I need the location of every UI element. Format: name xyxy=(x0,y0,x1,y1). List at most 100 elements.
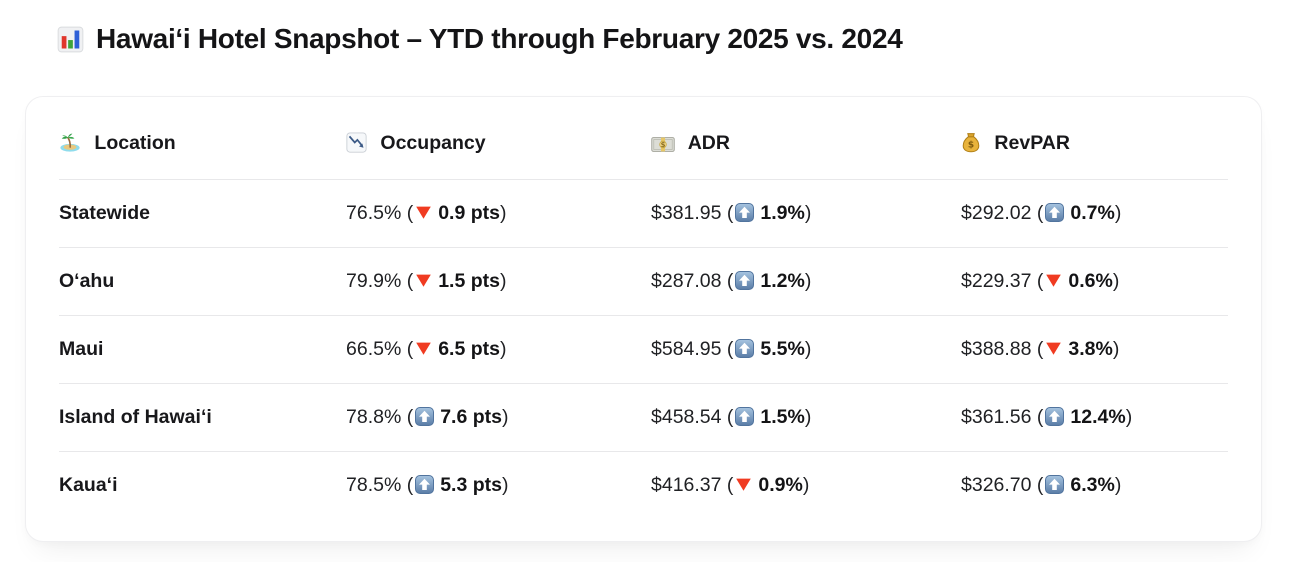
metric-change: 3.8% xyxy=(1068,338,1113,360)
column-label: Occupancy xyxy=(380,131,486,154)
metric-prefix: 66.5% ( xyxy=(346,338,414,360)
up-icon xyxy=(1045,406,1065,429)
up-icon xyxy=(415,474,435,497)
occupancy-cell: 78.5% ( 5.3 pts) xyxy=(346,452,651,520)
bar-chart-icon xyxy=(57,26,84,53)
up-icon xyxy=(415,406,435,429)
up-icon xyxy=(735,270,755,293)
metric-prefix: $381.95 ( xyxy=(651,202,734,224)
metric-prefix: $388.88 ( xyxy=(961,338,1044,360)
metric-prefix: 78.5% ( xyxy=(346,474,414,496)
table-row: Statewide 76.5% (0.9 pts) $381.95 (1.9%) $2… xyxy=(59,179,1228,248)
page-title: Hawai‘i Hotel Snapshot – YTD through Feb… xyxy=(57,22,1292,56)
up-icon xyxy=(1045,202,1065,225)
table-body: Statewide 76.5% (0.9 pts) $381.95 (1.9%) $2… xyxy=(59,179,1228,520)
column-header-adr: $ ADR xyxy=(651,97,961,180)
metric-change: 6.3% xyxy=(1070,474,1115,496)
hotel-stats-table: Location Occupancy $ ADR $ RevPAR xyxy=(59,97,1228,519)
occupancy-cell: 78.8% ( 7.6 pts) xyxy=(346,383,651,452)
metric-change: 6.5 pts xyxy=(438,338,500,360)
metric-suffix: ) xyxy=(1125,406,1133,428)
metric-change: 1.5 pts xyxy=(438,270,500,292)
revpar-cell: $361.56 ( 12.4%) xyxy=(961,383,1228,452)
metric-suffix: ) xyxy=(499,270,507,292)
metric-change: 1.9% xyxy=(760,202,805,224)
up-icon xyxy=(735,202,755,225)
up-icon xyxy=(1045,474,1065,497)
down-icon xyxy=(1045,270,1062,293)
metric-suffix: ) xyxy=(804,338,812,360)
metric-suffix: ) xyxy=(804,202,812,224)
metric-prefix: 79.9% ( xyxy=(346,270,414,292)
metric-suffix: ) xyxy=(1114,202,1122,224)
metric-suffix: ) xyxy=(501,474,509,496)
page-title-text: Hawai‘i Hotel Snapshot – YTD through Feb… xyxy=(96,23,903,54)
desert-island-icon xyxy=(59,131,81,159)
metric-prefix: 78.8% ( xyxy=(346,406,414,428)
revpar-cell: $326.70 ( 6.3%) xyxy=(961,452,1228,520)
adr-cell: $381.95 ( 1.9%) xyxy=(651,179,961,248)
location-cell: Island of Hawai‘i xyxy=(59,383,346,452)
table-row: Kaua‘i 78.5% (5.3 pts) $416.37 (0.9%) $326.… xyxy=(59,452,1228,520)
revpar-cell: $292.02 ( 0.7%) xyxy=(961,179,1228,248)
metric-suffix: ) xyxy=(804,406,812,428)
metric-prefix: $416.37 ( xyxy=(651,474,734,496)
dollar-banknote-icon: $ xyxy=(651,136,675,159)
occupancy-cell: 79.9% ( 1.5 pts) xyxy=(346,247,651,316)
chart-decreasing-icon xyxy=(346,131,367,159)
location-cell: Statewide xyxy=(59,179,346,248)
metric-change: 0.6% xyxy=(1068,270,1113,292)
metric-suffix: ) xyxy=(1114,474,1122,496)
metric-suffix: ) xyxy=(501,406,509,428)
column-label: Location xyxy=(94,132,176,154)
metric-suffix: ) xyxy=(499,338,507,360)
metric-suffix: ) xyxy=(802,474,810,496)
revpar-cell: $388.88 ( 3.8%) xyxy=(961,315,1228,384)
metric-prefix: $292.02 ( xyxy=(961,202,1044,224)
table-row: Maui 66.5% (6.5 pts) $584.95 (5.5%) $388.88… xyxy=(59,315,1228,384)
adr-cell: $287.08 ( 1.2%) xyxy=(651,247,961,316)
adr-cell: $458.54 ( 1.5%) xyxy=(651,383,961,452)
metric-change: 0.9 pts xyxy=(438,202,500,224)
location-cell: O‘ahu xyxy=(59,247,346,316)
up-icon xyxy=(735,338,755,361)
down-icon xyxy=(415,202,432,225)
adr-cell: $584.95 (5.5%) xyxy=(651,315,961,384)
column-header-location: Location xyxy=(59,97,346,180)
metric-prefix: $458.54 ( xyxy=(651,406,734,428)
metric-change: 7.6 pts xyxy=(440,406,502,428)
down-icon xyxy=(735,474,752,497)
table-row: O‘ahu 79.9% ( 1.5 pts) $287.08 ( 1.2%) $229.3… xyxy=(59,247,1228,316)
down-icon xyxy=(415,338,432,361)
metric-prefix: 76.5% ( xyxy=(346,202,414,224)
column-header-revpar: $ RevPAR xyxy=(961,97,1228,180)
metric-suffix: ) xyxy=(499,202,507,224)
table-row: Island of Hawai‘i 78.8% (7.6 pts) $458.54 … xyxy=(59,383,1228,452)
money-bag-icon: $ xyxy=(961,131,981,159)
metric-suffix: ) xyxy=(1112,338,1120,360)
table-card: Location Occupancy $ ADR $ RevPAR xyxy=(25,96,1262,542)
page: Hawai‘i Hotel Snapshot – YTD through Feb… xyxy=(0,22,1292,562)
down-icon xyxy=(415,270,432,293)
metric-change: 0.7% xyxy=(1070,202,1115,224)
up-icon xyxy=(735,406,755,429)
location-cell: Kaua‘i xyxy=(59,474,118,496)
metric-prefix: $287.08 ( xyxy=(651,270,734,292)
svg-text:$: $ xyxy=(968,141,974,151)
occupancy-cell: 76.5% ( 0.9 pts) xyxy=(346,179,651,248)
metric-suffix: ) xyxy=(804,270,812,292)
metric-change: 0.9% xyxy=(758,474,803,496)
metric-change: 12.4% xyxy=(1070,406,1126,428)
svg-text:$: $ xyxy=(661,140,666,148)
metric-prefix: $584.95 ( xyxy=(651,338,734,360)
metric-change: 1.5% xyxy=(760,406,805,428)
metric-change: 5.3 pts xyxy=(440,474,502,496)
metric-prefix: $229.37 ( xyxy=(961,270,1044,292)
column-label: RevPAR xyxy=(994,132,1070,154)
metric-prefix: $361.56 ( xyxy=(961,406,1044,428)
metric-change: 1.2% xyxy=(760,270,805,292)
column-header-occupancy: Occupancy xyxy=(346,97,651,180)
adr-cell: $416.37 ( 0.9%) xyxy=(651,452,961,520)
metric-prefix: $326.70 ( xyxy=(961,474,1044,496)
table-header: Location Occupancy $ ADR $ RevPAR xyxy=(59,97,1228,180)
